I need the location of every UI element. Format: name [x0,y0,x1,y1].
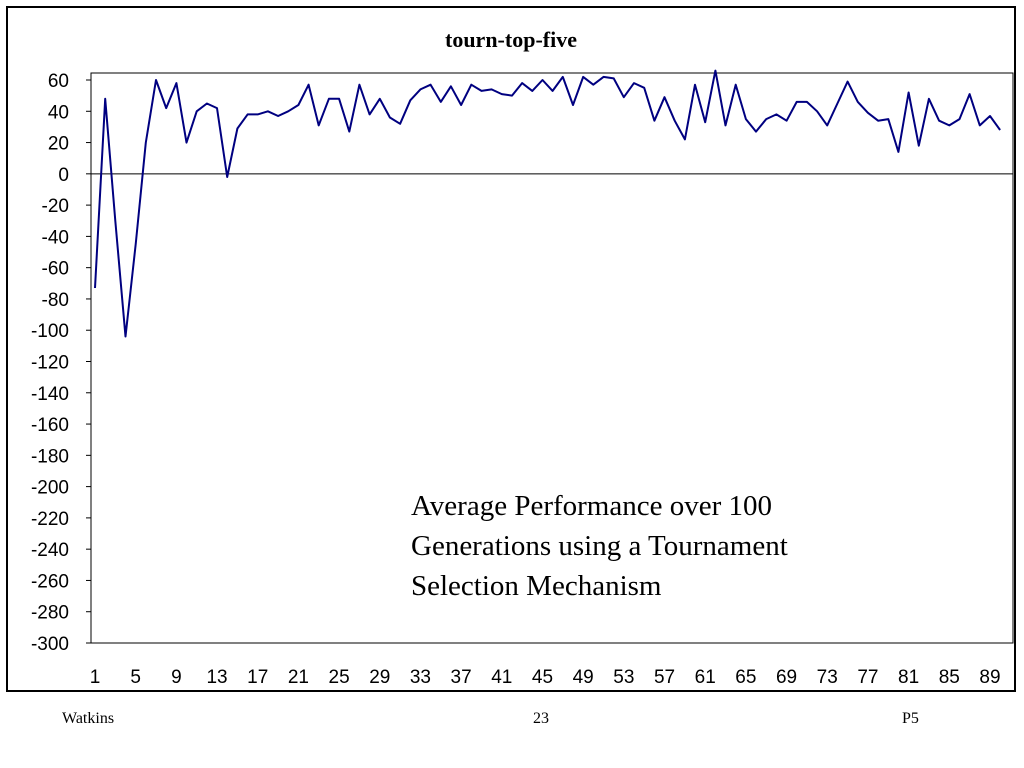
x-tick-label: 57 [654,667,675,688]
chart-annotation: Average Performance over 100 Generations… [411,490,788,602]
chart-svg: tourn-top-five 60 40 20 0 -20 -40 -60 -80 -100 -1… [31,27,1014,688]
y-tick-label: 0 [58,165,69,186]
y-tick-label: -80 [42,290,69,311]
series-group [94,69,1001,338]
x-tick-label: 29 [369,667,390,688]
y-tick-label: 60 [48,71,69,92]
x-tick-label: 17 [247,667,268,688]
y-tick-label: -140 [31,384,69,405]
footer-page-number: 23 [533,710,549,727]
y-tick-label: 40 [48,102,69,123]
y-tick-label: -200 [31,478,69,499]
chart-frame [6,6,1016,692]
y-tick-label: -240 [31,540,69,561]
y-tick-label: -40 [42,227,69,248]
x-tick-label: 81 [898,667,919,688]
y-tick-label: -260 [31,571,69,592]
x-tick-label: 45 [532,667,553,688]
y-tick-label: -60 [42,259,69,280]
y-tick-label: -160 [31,415,69,436]
footer-author: Watkins [62,710,115,727]
x-tick-label: 77 [857,667,878,688]
x-tick-label: 9 [171,667,182,688]
x-axis: 1 5 9 13 17 21 25 29 33 37 41 45 49 53 57 61 65 69 73 77 81 8… [90,667,1001,688]
series-line-0 [94,69,1001,338]
x-tick-label: 25 [329,667,350,688]
footer-section: P5 [902,710,919,727]
x-tick-label: 89 [979,667,1000,688]
x-tick-label: 5 [130,667,141,688]
x-tick-label: 53 [613,667,634,688]
y-tick-label: -180 [31,446,69,467]
y-tick-label: -280 [31,603,69,624]
y-tick-label: -220 [31,509,69,530]
x-tick-label: 65 [735,667,756,688]
y-tick-label: 20 [48,134,69,155]
x-tick-label: 73 [817,667,838,688]
y-tick-label: -120 [31,353,69,374]
y-tick-label: -20 [42,196,69,217]
x-tick-label: 13 [206,667,227,688]
plot-area [90,72,1014,644]
x-tick-label: 33 [410,667,431,688]
x-tick-label: 49 [573,667,594,688]
x-tick-label: 41 [491,667,512,688]
x-tick-label: 37 [451,667,472,688]
x-tick-label: 85 [939,667,960,688]
x-tick-label: 1 [90,667,101,688]
x-tick-label: 21 [288,667,309,688]
x-tick-label: 61 [695,667,716,688]
chart-title: tourn-top-five [445,27,577,52]
x-tick-label: 69 [776,667,797,688]
y-tick-label: -100 [31,321,69,342]
y-tick-label: -300 [31,634,69,655]
y-axis: 60 40 20 0 -20 -40 -60 -80 -100 -120 -140 -160 -180 -… [31,71,91,655]
